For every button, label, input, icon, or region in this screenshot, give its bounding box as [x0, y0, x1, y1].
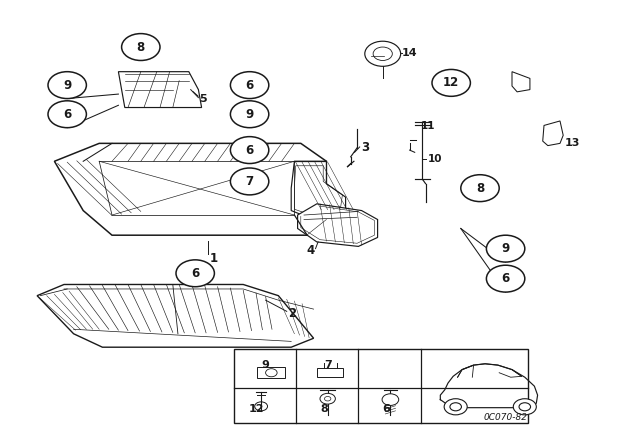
Text: 7: 7: [324, 360, 332, 370]
Circle shape: [48, 72, 86, 99]
Circle shape: [461, 175, 499, 202]
Text: 8: 8: [476, 181, 484, 195]
Text: 8: 8: [137, 40, 145, 54]
Text: 13: 13: [564, 138, 580, 148]
Text: 6: 6: [246, 78, 253, 92]
Circle shape: [230, 137, 269, 164]
Circle shape: [320, 393, 335, 404]
Circle shape: [230, 101, 269, 128]
Text: 4: 4: [307, 244, 315, 258]
Polygon shape: [291, 161, 346, 220]
Bar: [317, 368, 343, 377]
Text: 6: 6: [383, 404, 390, 414]
Text: 9: 9: [246, 108, 253, 121]
Text: 6: 6: [246, 143, 253, 157]
Text: 1: 1: [210, 252, 218, 265]
Text: 3: 3: [361, 141, 369, 155]
Text: 9: 9: [63, 78, 71, 92]
Text: 9: 9: [502, 242, 509, 255]
Circle shape: [230, 72, 269, 99]
Bar: [234, 349, 528, 423]
Text: 2: 2: [288, 307, 296, 320]
Text: 8: 8: [320, 404, 328, 414]
Circle shape: [382, 394, 399, 405]
Text: 9: 9: [261, 360, 269, 370]
Circle shape: [513, 399, 536, 415]
Text: 10: 10: [428, 155, 442, 164]
Circle shape: [365, 41, 401, 66]
Text: 12: 12: [248, 404, 264, 414]
Text: 6: 6: [63, 108, 71, 121]
Circle shape: [48, 101, 86, 128]
Text: 6: 6: [191, 267, 199, 280]
Circle shape: [230, 168, 269, 195]
Text: 7: 7: [246, 175, 253, 188]
Text: 0C070-82: 0C070-82: [484, 414, 528, 422]
Circle shape: [486, 235, 525, 262]
Text: 5: 5: [200, 94, 207, 103]
Polygon shape: [298, 204, 378, 246]
Circle shape: [176, 260, 214, 287]
Circle shape: [444, 399, 467, 415]
Circle shape: [122, 34, 160, 60]
Text: 14: 14: [402, 48, 417, 58]
Circle shape: [486, 265, 525, 292]
Circle shape: [432, 69, 470, 96]
Text: 11: 11: [421, 121, 436, 131]
Polygon shape: [54, 143, 326, 235]
Bar: [257, 367, 285, 378]
Text: 6: 6: [502, 272, 509, 285]
Polygon shape: [37, 284, 314, 347]
Text: 12: 12: [443, 76, 460, 90]
